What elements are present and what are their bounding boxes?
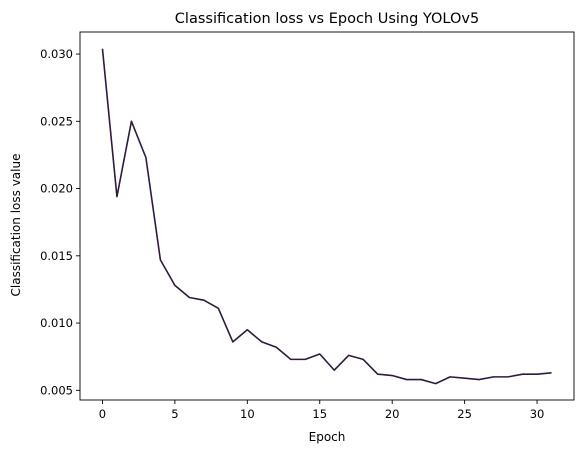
- y-axis-label: Classification loss value: [9, 154, 23, 297]
- x-tick-label: 20: [385, 407, 400, 421]
- y-tick-label: 0.010: [40, 316, 73, 330]
- x-tick-label: 10: [240, 407, 255, 421]
- y-tick-label: 0.015: [40, 249, 73, 263]
- x-tick-label: 25: [457, 407, 472, 421]
- x-axis-label: Epoch: [309, 430, 346, 444]
- series-line: [101, 48, 552, 385]
- y-tick-label: 0.030: [40, 47, 73, 61]
- x-axis-ticks: 0 5 10 15 20 25 30: [99, 400, 545, 421]
- x-tick-label: 30: [530, 407, 545, 421]
- y-axis-ticks: 0.005 0.010 0.015 0.020 0.025 0.030: [40, 47, 80, 397]
- y-tick-label: 0.005: [40, 383, 73, 397]
- chart-title: Classification loss vs Epoch Using YOLOv…: [175, 11, 479, 27]
- x-tick-label: 15: [312, 407, 327, 421]
- x-tick-label: 5: [171, 407, 178, 421]
- y-tick-label: 0.020: [40, 182, 73, 196]
- plot-area: [101, 48, 552, 385]
- y-tick-label: 0.025: [40, 114, 73, 128]
- axes-frame: [79, 31, 575, 401]
- x-tick-label: 0: [99, 407, 106, 421]
